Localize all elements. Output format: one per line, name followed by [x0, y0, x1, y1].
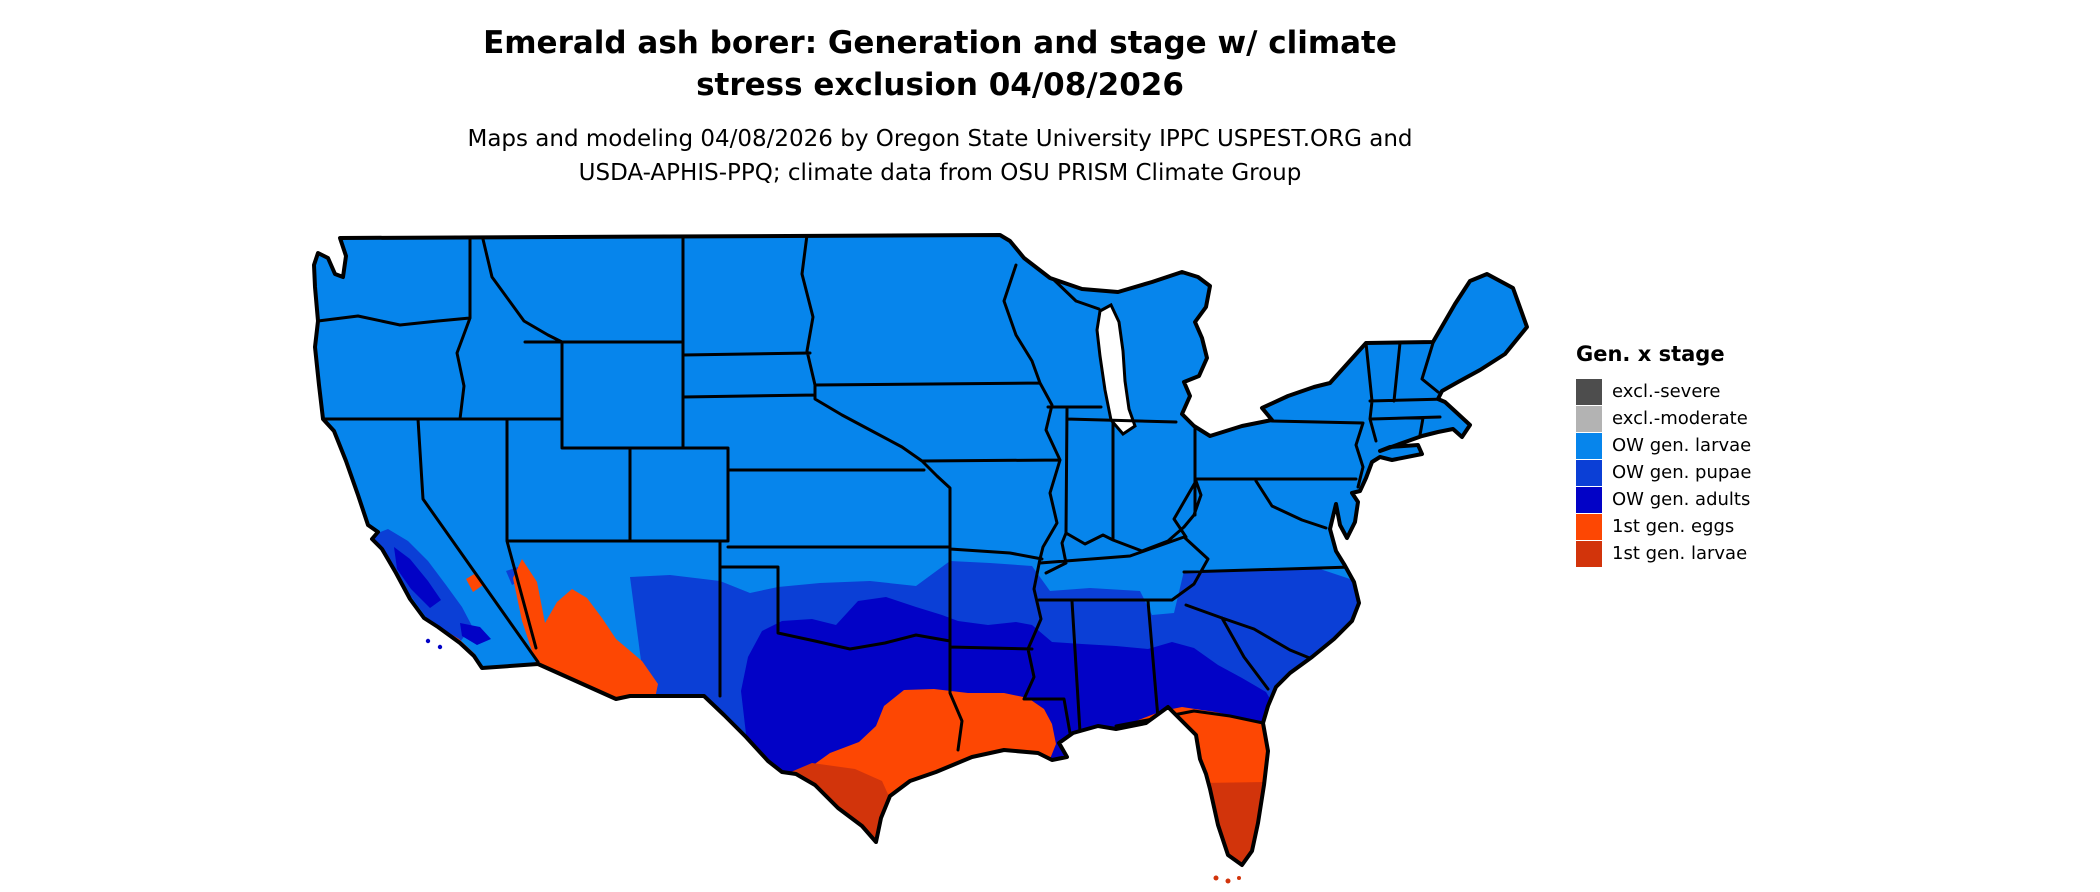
legend-label: excl.-severe: [1612, 381, 1721, 402]
channel-islands: [425, 638, 443, 650]
legend-item: OW gen. larvae: [1576, 432, 1876, 459]
legend-label: 1st gen. larvae: [1612, 543, 1748, 564]
zone-ca-ow-adults: [394, 547, 491, 645]
zone-1st-eggs-florida: [1136, 707, 1268, 787]
lake-michigan: [1095, 302, 1137, 436]
legend-swatch: [1576, 405, 1602, 432]
legend-item: OW gen. adults: [1576, 486, 1876, 513]
legend-label: OW gen. pupae: [1612, 462, 1752, 483]
map-container: [310, 229, 1530, 885]
legend-swatch: [1576, 432, 1602, 459]
legend-label: 1st gen. eggs: [1612, 516, 1735, 537]
legend-label: excl.-moderate: [1612, 408, 1748, 429]
legend-swatch: [1576, 486, 1602, 513]
legend-item: excl.-severe: [1576, 378, 1876, 405]
legend-item: excl.-moderate: [1576, 405, 1876, 432]
legend-swatch: [1576, 513, 1602, 540]
legend-title: Gen. x stage: [1576, 342, 1725, 366]
state-borders: [316, 235, 1449, 752]
legend-swatch: [1576, 459, 1602, 486]
legend-items: excl.-severe excl.-moderate OW gen. larvae…: [1576, 378, 1876, 567]
legend-item: 1st gen. larvae: [1576, 540, 1876, 567]
florida-keys: [1213, 875, 1241, 884]
legend: Gen. x stage excl.-severe excl.-moderate O…: [1576, 342, 1876, 567]
us-outline: [312, 233, 1529, 867]
us-map: [312, 233, 1529, 884]
legend-item: 1st gen. eggs: [1576, 513, 1876, 540]
page-title: Emerald ash borer: Generation and stage …: [483, 25, 1397, 103]
zone-ow-larvae-base: [314, 235, 1527, 865]
legend-swatch: [1576, 378, 1602, 405]
header: Emerald ash borer: Generation and stage …: [320, 22, 1560, 190]
legend-item: OW gen. pupae: [1576, 459, 1876, 486]
legend-label: OW gen. adults: [1612, 489, 1751, 510]
legend-swatch: [1576, 540, 1602, 567]
legend-label: OW gen. larvae: [1612, 435, 1752, 456]
page-subtitle: Maps and modeling 04/08/2026 by Oregon S…: [467, 126, 1413, 186]
